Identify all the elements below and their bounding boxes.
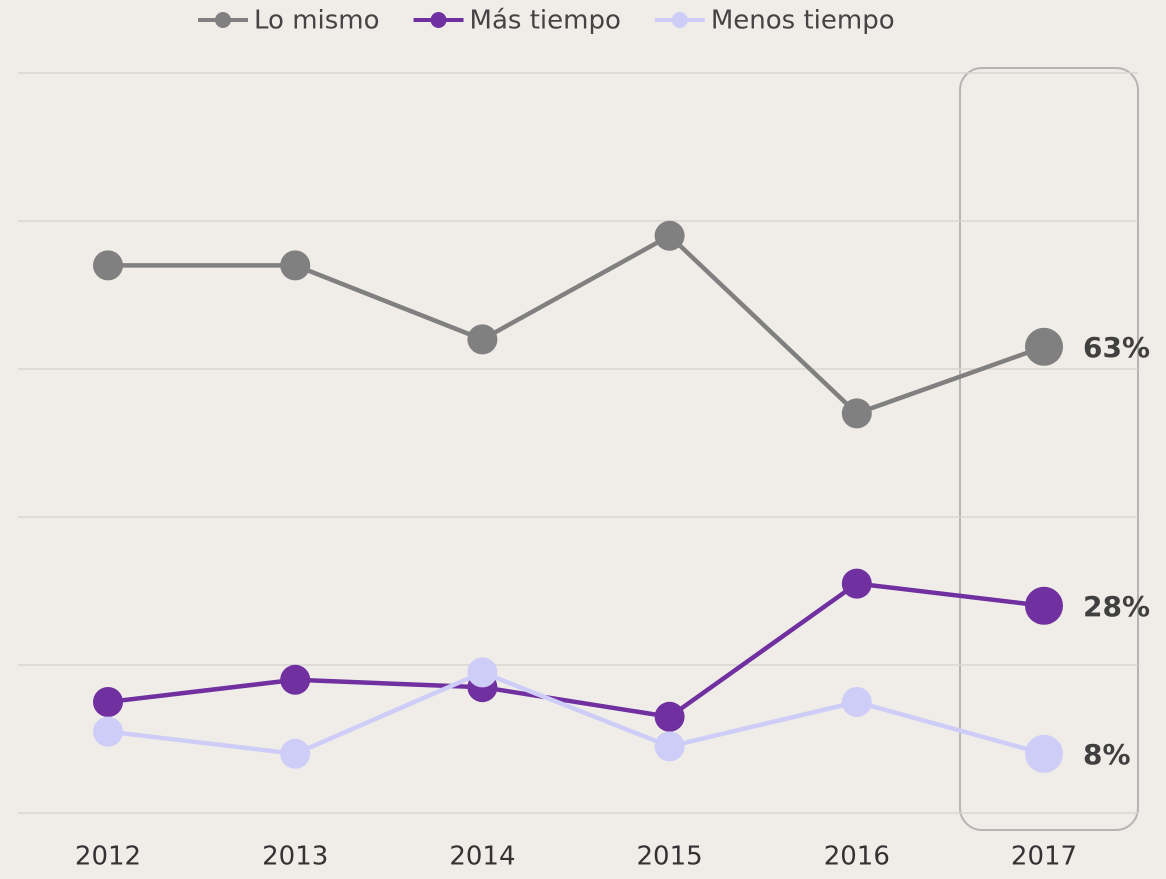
data-point [841,568,872,599]
x-tick-label: 2016 [824,842,890,872]
data-point [280,664,311,695]
series-line [108,233,1045,416]
data-point [467,324,498,355]
data-label: 63% [1083,331,1150,364]
data-point [1025,734,1063,773]
data-point [1025,327,1063,366]
legend-label: Menos tiempo [711,6,895,36]
data-point [93,687,123,717]
highlight-box [959,67,1139,831]
data-point [467,657,498,688]
data-point [654,701,685,732]
x-tick-label: 2013 [262,842,328,872]
legend-marker [215,12,231,28]
x-tick-label: 2014 [449,842,515,872]
x-tick-label: 2017 [1011,842,1077,872]
data-label: 28% [1083,590,1150,623]
legend-label: Más tiempo [470,6,621,36]
x-tick-label: 2015 [637,842,703,872]
data-point [93,716,123,747]
series-line [107,669,1045,757]
data-point [280,738,311,769]
x-tick-label: 2012 [75,842,141,872]
data-point [654,731,685,762]
series-line [107,581,1045,720]
legend-marker [671,12,688,28]
data-point [654,220,685,251]
data-point [93,250,123,281]
legend-marker [430,12,447,28]
data-point [841,398,872,429]
data-point [1025,586,1063,625]
data-point [841,687,872,717]
data-label: 8% [1083,738,1131,771]
legend-label: Lo mismo [254,6,380,36]
data-point [280,250,311,281]
legend: Lo mismo Más tiempo Menos tiempo [198,6,895,36]
